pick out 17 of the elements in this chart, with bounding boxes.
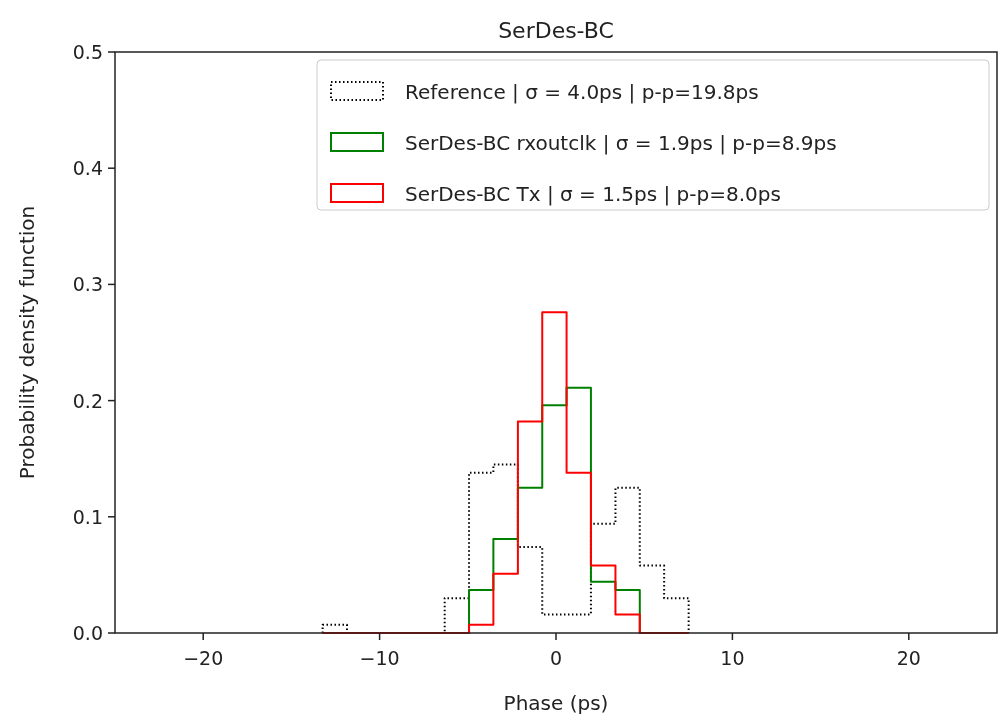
y-axis-title: Probability density function <box>15 205 39 480</box>
legend-label: SerDes-BC rxoutclk | σ = 1.9ps | p-p=8.9ps <box>405 131 837 155</box>
legend-label: SerDes-BC Tx | σ = 1.5ps | p-p=8.0ps <box>405 182 781 206</box>
x-tick-label: 10 <box>720 647 745 669</box>
y-tick-label: 0.5 <box>72 41 103 63</box>
x-tick-label: 20 <box>896 647 921 669</box>
y-tick-label: 0.1 <box>72 505 103 528</box>
x-tick-label: 0 <box>549 647 563 669</box>
x-tick-label: −10 <box>359 647 400 669</box>
y-tick-label: 0.2 <box>72 389 103 412</box>
y-tick-label: 0.0 <box>72 622 103 644</box>
chart-title: SerDes-BC <box>498 18 614 43</box>
y-tick-label: 0.3 <box>72 273 103 296</box>
x-axis-title: Phase (ps) <box>503 691 609 715</box>
y-tick-label: 0.4 <box>72 157 103 180</box>
legend-label: Reference | σ = 4.0ps | p-p=19.8ps <box>405 80 759 104</box>
x-tick-label: −20 <box>183 647 224 669</box>
